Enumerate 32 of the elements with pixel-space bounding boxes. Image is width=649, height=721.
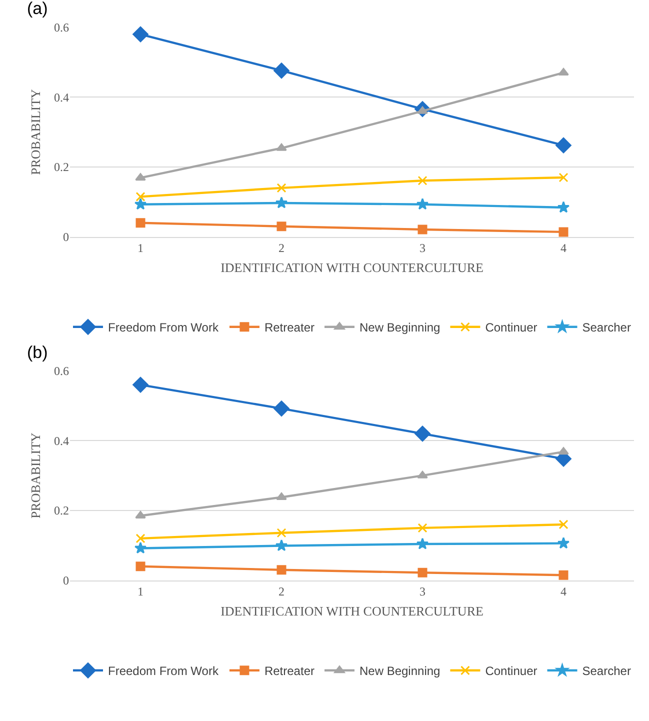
y-axis-title: PROBABILITY	[28, 88, 43, 176]
legend-label: New Beginning	[359, 664, 440, 678]
x-tick-label: 2	[278, 241, 284, 256]
legend-label: Freedom From Work	[108, 320, 220, 335]
y-tick-label: 0.6	[54, 364, 69, 378]
y-tick-label: 0	[63, 574, 69, 588]
legend-label: Continuer	[485, 664, 538, 678]
chart-title: (b)	[27, 343, 48, 362]
y-tick-label: 0.6	[54, 20, 69, 35]
x-tick-label: 4	[560, 241, 566, 256]
x-tick-label: 1	[138, 584, 144, 599]
y-axis-title: PROBABILITY	[28, 432, 43, 519]
x-tick-label: 4	[560, 584, 566, 599]
x-tick-label: 3	[420, 584, 426, 599]
y-tick-label: 0.2	[54, 160, 69, 174]
x-tick-label: 2	[278, 584, 284, 599]
y-tick-label: 0.4	[54, 434, 69, 448]
y-tick-label: 0	[63, 230, 69, 244]
legend-label: Continuer	[485, 320, 538, 335]
y-tick-label: 0.4	[54, 90, 69, 104]
x-axis-title: IDENTIFICATION WITH COUNTERCULTURE	[220, 603, 484, 618]
x-tick-label: 3	[420, 241, 426, 256]
legend-label: Retreater	[264, 320, 314, 335]
legend-label: Freedom From Work	[108, 664, 220, 678]
legend-label: Searcher	[582, 664, 631, 678]
x-axis-title: IDENTIFICATION WITH COUNTERCULTURE	[220, 260, 484, 275]
legend-label: Retreater	[264, 664, 314, 678]
y-tick-label: 0.2	[54, 504, 69, 518]
x-tick-label: 1	[138, 241, 144, 256]
chart-title: (a)	[27, 0, 48, 18]
legend-label: New Beginning	[359, 320, 440, 335]
legend-label: Searcher	[582, 320, 631, 335]
